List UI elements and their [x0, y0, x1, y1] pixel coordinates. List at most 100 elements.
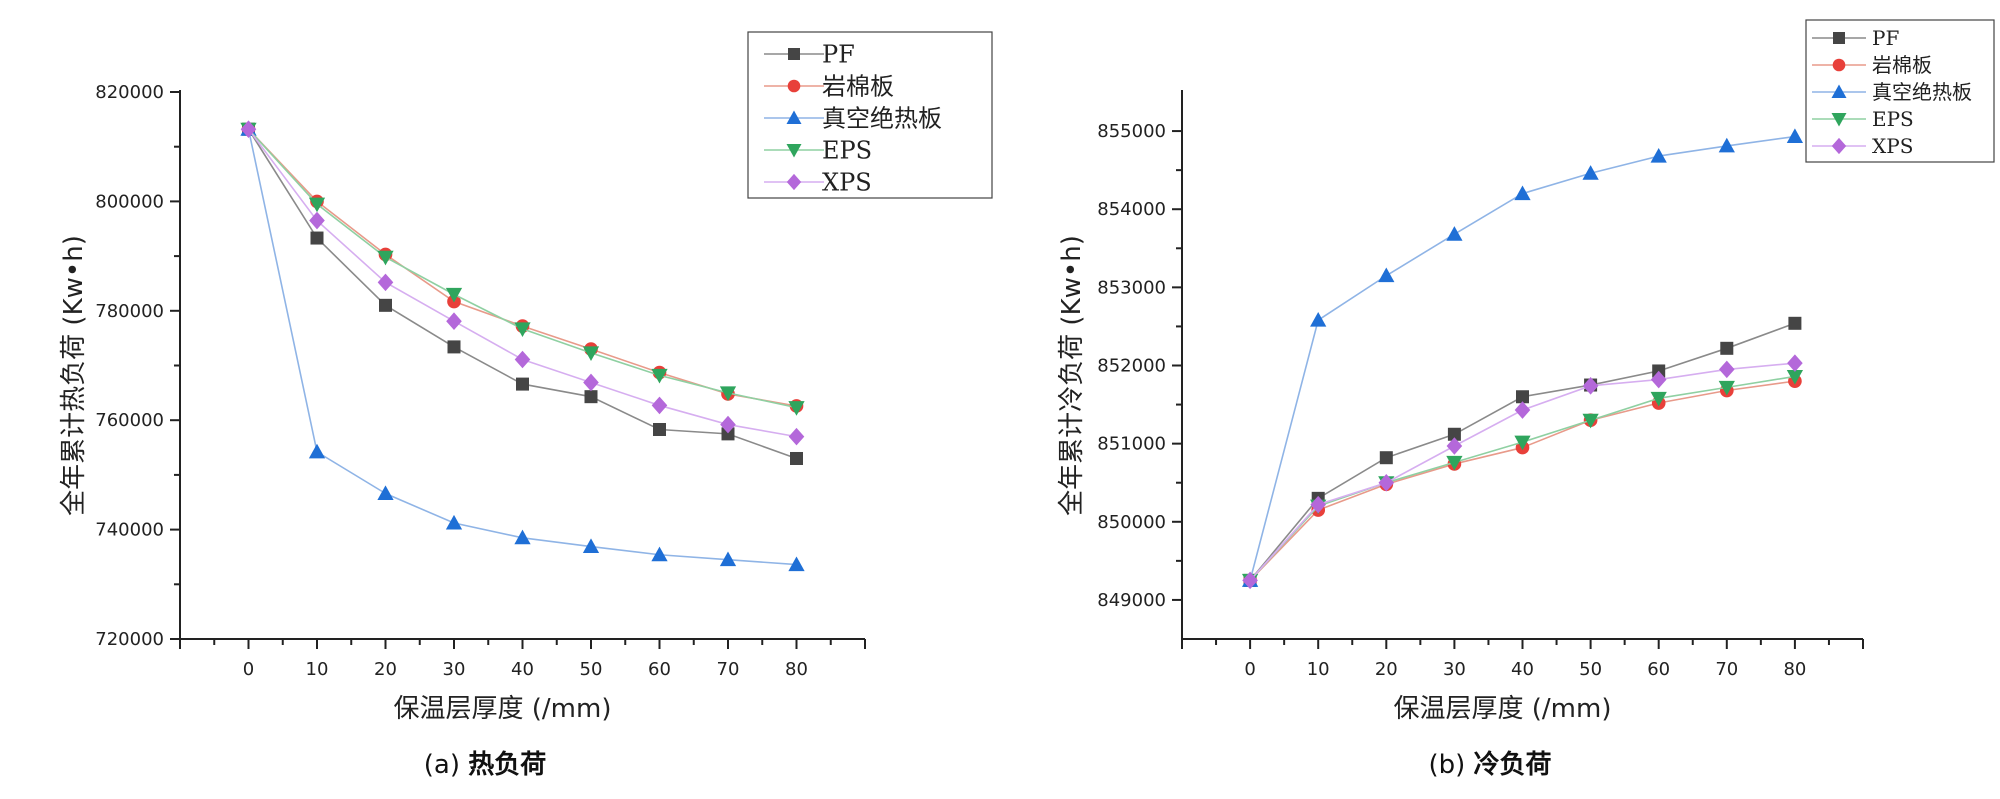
data-point: [1719, 360, 1735, 379]
data-point: [447, 340, 461, 354]
data-point: [788, 556, 805, 572]
data-point: [1720, 341, 1734, 355]
x-tick-label: 0: [1244, 659, 1255, 680]
series-3: [240, 122, 805, 416]
data-point: [1447, 427, 1461, 441]
data-point: [514, 322, 531, 337]
series-0: [242, 122, 803, 465]
y-tick-label: 760000: [95, 410, 164, 431]
x-tick-label: 70: [1715, 659, 1738, 680]
data-point: [1378, 473, 1395, 492]
legend-marker: [786, 173, 802, 191]
y-tick-label: 780000: [95, 301, 164, 322]
x-tick-label: 10: [306, 659, 329, 680]
y-tick-label: 800000: [95, 191, 164, 212]
legend-label: PF: [1872, 26, 1899, 50]
legend-marker: [1831, 84, 1847, 98]
x-tick-label: 10: [1307, 659, 1330, 680]
data-point: [651, 396, 668, 415]
data-point: [1514, 185, 1531, 201]
legend-label: 岩棉板: [822, 73, 894, 101]
data-point: [1787, 354, 1803, 372]
y-tick-label: 849000: [1097, 590, 1166, 611]
x-tick-label: 60: [1647, 659, 1670, 680]
legend-label: 真空绝热板: [1872, 80, 1972, 104]
chart-heat: 720000 740000 760000 780000 800000 820000 0 10 2…: [59, 31, 993, 780]
data-point: [788, 427, 805, 446]
x-tick-label: 80: [785, 659, 808, 680]
x-tick-label: 70: [717, 659, 740, 680]
legend-label: 岩棉板: [1872, 53, 1932, 77]
data-point: [1242, 571, 1258, 590]
legend-label: 真空绝热板: [822, 105, 942, 133]
data-point: [240, 120, 257, 138]
data-point: [1446, 455, 1463, 471]
chart-cool: 849000 850000 851000 852000 853000 854000 8550…: [1057, 19, 1995, 780]
y-tick-label: 852000: [1097, 356, 1166, 377]
data-point: [377, 250, 394, 266]
series-line: [1249, 135, 1796, 581]
legend-marker: [786, 144, 802, 158]
y-tick-label: 853000: [1097, 277, 1166, 298]
data-point: [1514, 401, 1531, 419]
series-1: [241, 122, 804, 413]
caption-title: 冷负荷: [1474, 749, 1552, 780]
data-point: [651, 368, 668, 384]
data-point: [377, 273, 394, 292]
data-point: [1582, 165, 1599, 180]
data-point: [1310, 312, 1327, 327]
data-point: [310, 231, 324, 245]
data-point: [1786, 128, 1804, 144]
data-point: [446, 312, 462, 330]
data-point: [1788, 316, 1802, 330]
legend-marker: [786, 110, 802, 124]
caption-prefix: (a): [424, 750, 468, 780]
data-point: [721, 427, 735, 441]
data-point: [582, 538, 600, 554]
data-point: [514, 350, 531, 369]
data-point: [516, 377, 529, 391]
legend-label: PF: [822, 41, 855, 69]
data-point: [582, 346, 600, 362]
y-tick-label: 850000: [1097, 512, 1166, 533]
data-point: [377, 485, 394, 500]
data-point: [1582, 413, 1599, 429]
data-point: [1516, 390, 1529, 404]
data-point: [719, 551, 737, 567]
caption-title: 热负荷: [468, 750, 546, 780]
data-point: [651, 546, 668, 562]
legend-label: EPS: [1872, 107, 1914, 131]
x-tick-label: 0: [243, 659, 254, 680]
x-axis-title: 保温层厚度 (/mm): [394, 694, 612, 724]
data-point: [308, 197, 326, 213]
y-axis-title: 全年累计冷负荷 (Kw•h): [1057, 235, 1087, 516]
series-line: [247, 128, 797, 460]
data-point: [445, 287, 463, 303]
x-tick-label: 50: [580, 659, 603, 680]
y-tick-label: 820000: [95, 82, 164, 103]
y-tick-label: 854000: [1097, 199, 1166, 220]
chart-caption: (b) 冷负荷: [1428, 749, 1551, 780]
x-axis-title: 保温层厚度 (/mm): [1394, 694, 1612, 724]
caption-prefix: (b): [1428, 750, 1473, 780]
x-tick-label: 30: [443, 659, 466, 680]
legend-marker: [787, 79, 801, 93]
legend-marker: [1831, 137, 1847, 155]
data-point: [1379, 451, 1393, 465]
data-point: [308, 443, 326, 459]
data-point: [445, 514, 463, 530]
data-point: [790, 451, 803, 465]
data-point: [1718, 137, 1735, 153]
y-tick-label: 851000: [1097, 434, 1166, 455]
data-point: [719, 386, 737, 401]
data-point: [514, 529, 531, 545]
legend-marker: [1833, 32, 1845, 44]
data-point: [1650, 391, 1667, 407]
data-point: [583, 373, 599, 392]
legend-marker: [1832, 58, 1846, 72]
y-tick-label: 855000: [1097, 121, 1166, 142]
legend-label: XPS: [1872, 134, 1913, 158]
